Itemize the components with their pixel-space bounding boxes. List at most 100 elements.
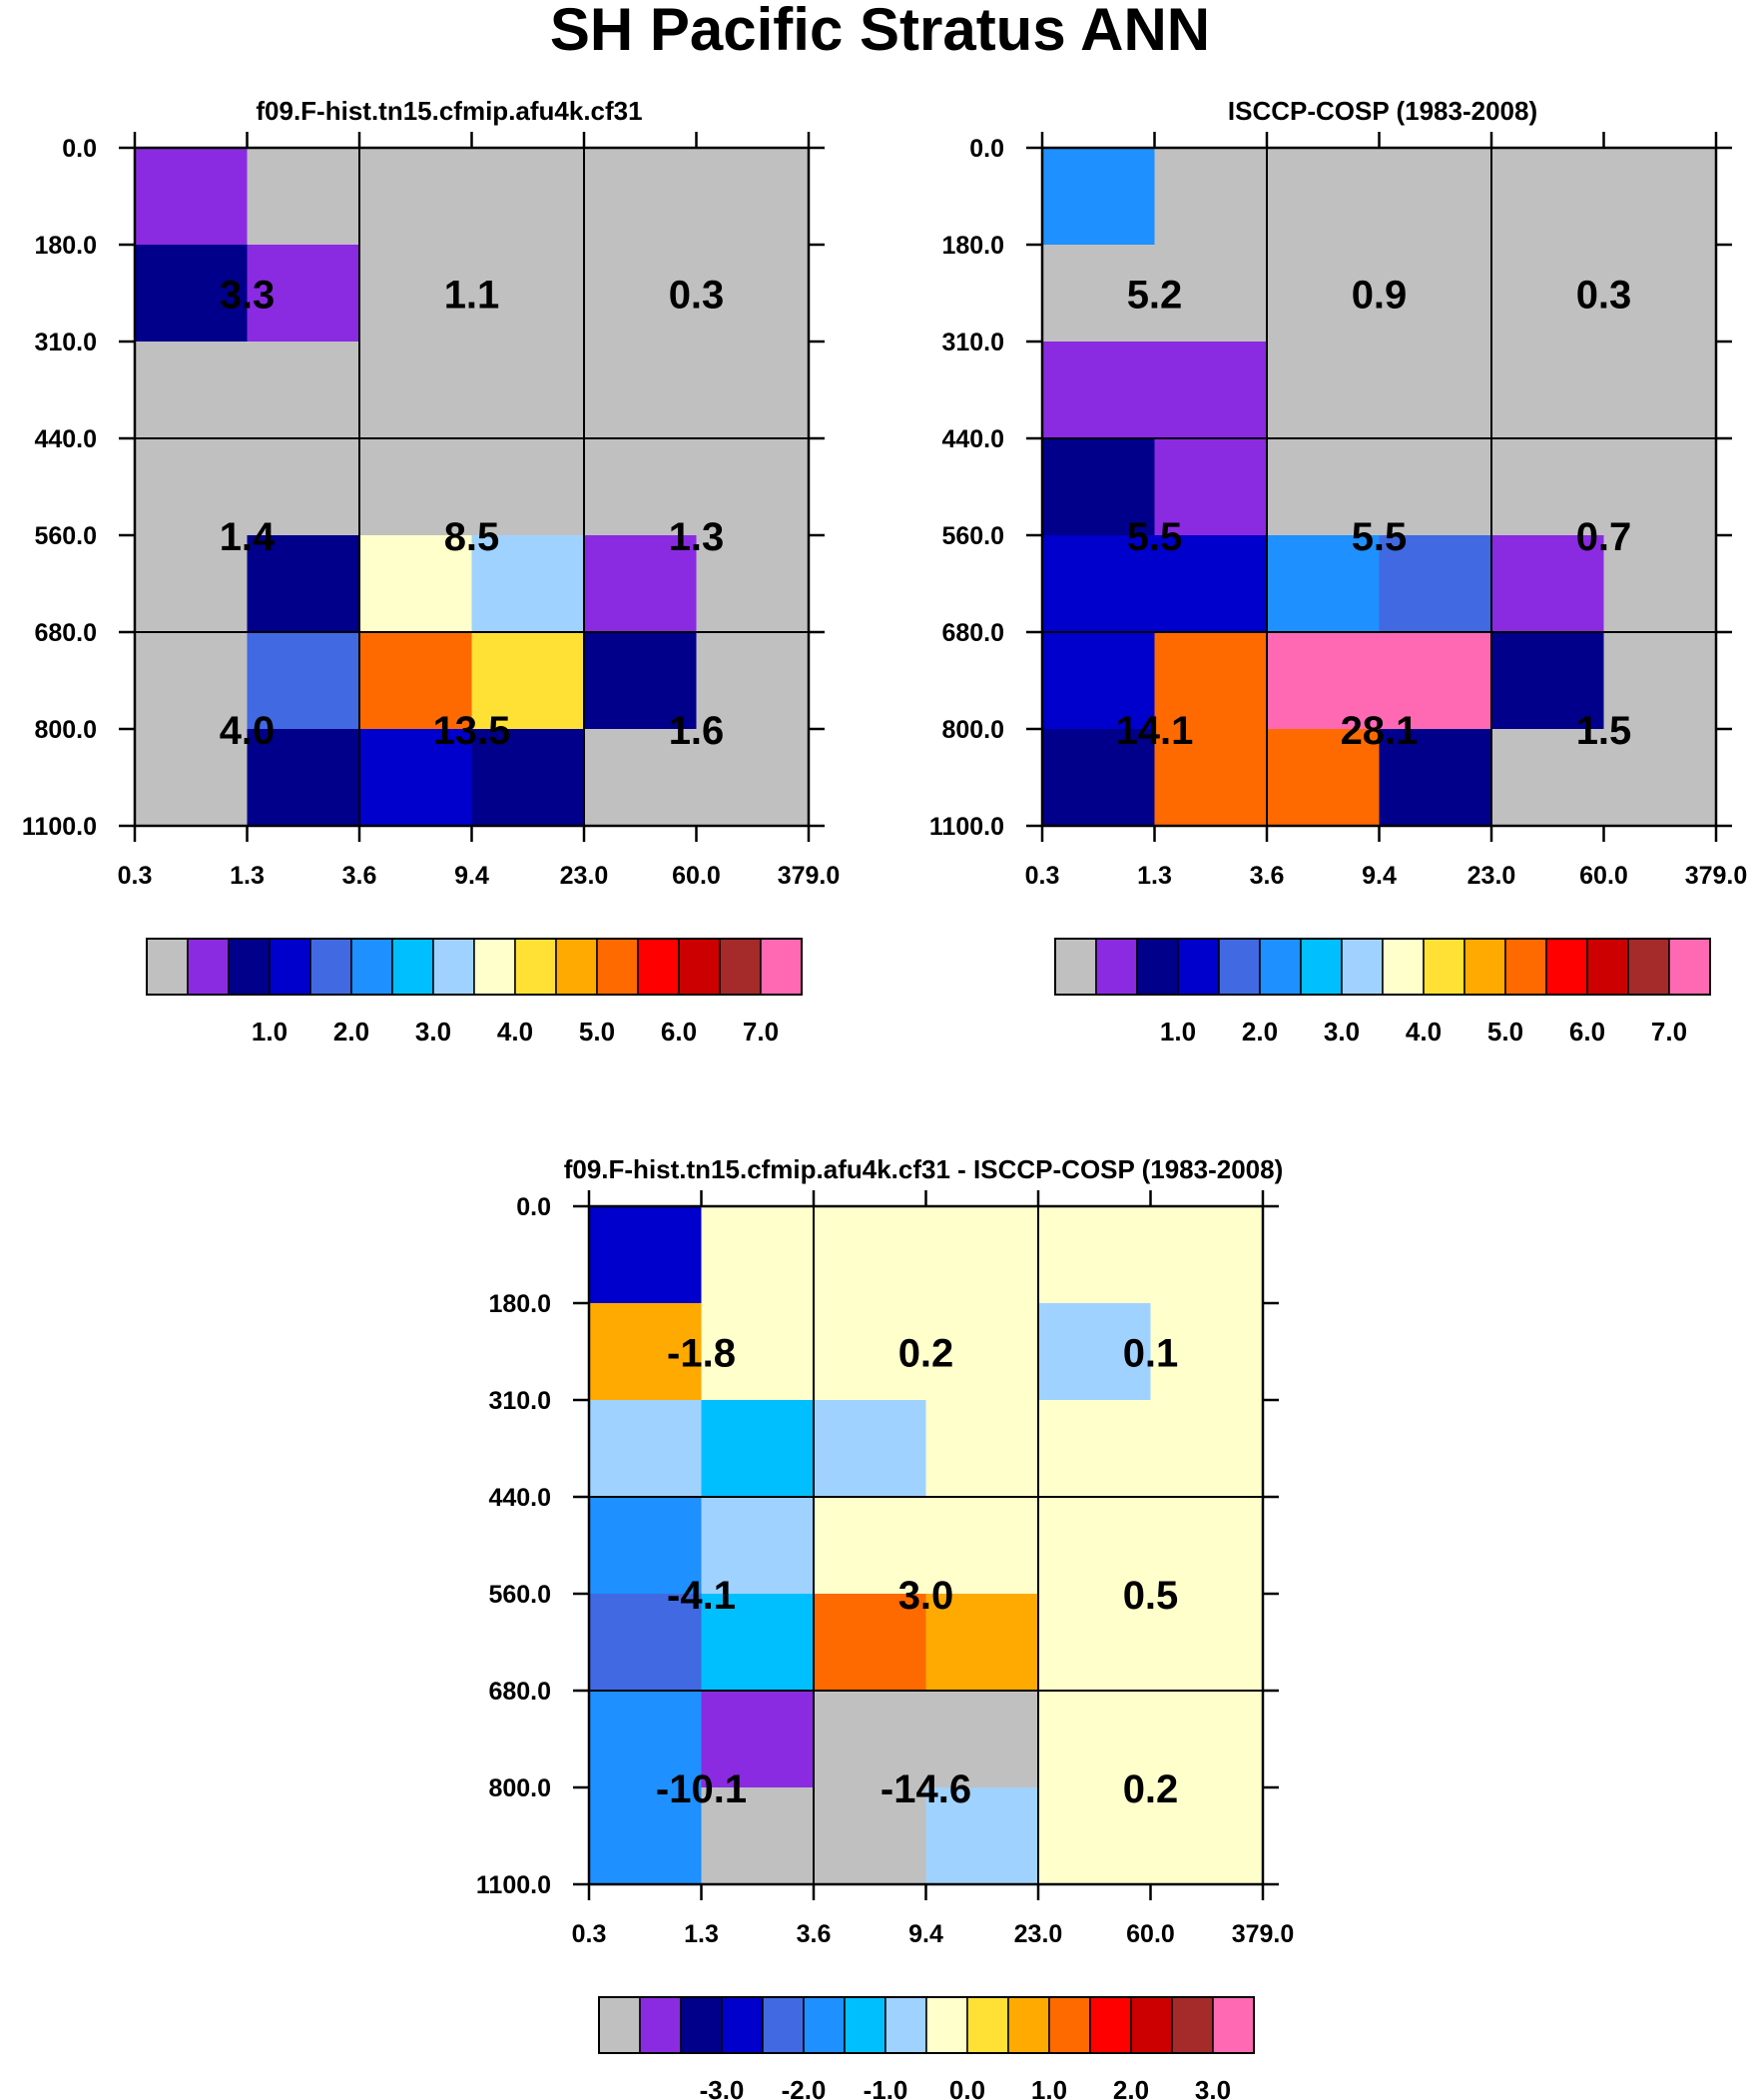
colorbar-swatch	[637, 938, 680, 996]
x-tick-label: 0.3	[572, 1920, 607, 1948]
heatmap-cell	[1042, 535, 1156, 633]
colorbar-swatch	[228, 938, 271, 996]
heatmap-cell	[701, 1303, 815, 1401]
box-value-label: 0.5	[1123, 1574, 1179, 1618]
colorbar-frame	[1054, 938, 1711, 996]
heatmap-cell	[359, 438, 473, 536]
heatmap-cell	[1150, 1594, 1264, 1692]
heatmap-cell	[1603, 342, 1717, 439]
colorbar-swatch	[762, 1996, 805, 2054]
heatmap-cell	[696, 438, 810, 536]
heatmap-cell	[359, 148, 473, 246]
heatmap-cell	[589, 1400, 703, 1498]
x-tick-label: 379.0	[1232, 1920, 1295, 1948]
box-value-label: 0.2	[1123, 1767, 1179, 1811]
colorbar-swatch	[760, 938, 803, 996]
heatmap-cell	[1038, 1206, 1152, 1304]
heatmap-cell	[1038, 1594, 1152, 1692]
heatmap-cell	[696, 148, 810, 246]
y-tick-label: 560.0	[941, 522, 1004, 550]
heatmap-cell	[589, 1787, 703, 1885]
colorbar-swatch	[680, 1996, 723, 2054]
colorbar-label: 6.0	[1569, 1017, 1605, 1047]
heatmap-cell	[701, 1400, 815, 1498]
heatmap-cell	[1038, 1400, 1152, 1498]
box-value-label: -14.6	[880, 1767, 971, 1811]
heatmap-cell	[1603, 729, 1717, 827]
heatmap-cell	[814, 1594, 927, 1692]
colorbar-swatch	[473, 938, 516, 996]
colorbar-label: 5.0	[579, 1017, 615, 1047]
y-tick-label: 180.0	[488, 1290, 551, 1318]
heatmap-cell	[696, 632, 810, 730]
heatmap-cell	[1038, 1303, 1152, 1401]
colorbar-swatch	[146, 938, 189, 996]
heatmap-cell	[471, 632, 585, 730]
heatmap-cell	[584, 245, 698, 343]
heatmap-cell	[925, 1691, 1039, 1788]
heatmap-cell	[1379, 148, 1492, 246]
heatmap-cell	[696, 245, 810, 343]
x-tick-label: 1.3	[684, 1920, 719, 1948]
heatmap-cell	[1491, 438, 1605, 536]
heatmap-cell	[701, 1691, 815, 1788]
heatmap-cell	[471, 438, 585, 536]
box-value-label: -4.1	[667, 1574, 736, 1618]
box-value-label: 1.4	[220, 515, 276, 559]
heatmap-cell	[1150, 1497, 1264, 1595]
heatmap-cell	[1491, 245, 1605, 343]
colorbar-swatch	[514, 938, 557, 996]
box-value-label: 0.1	[1123, 1332, 1179, 1376]
heatmap-cell	[1491, 148, 1605, 246]
heatmap-cell	[1150, 1206, 1264, 1304]
y-tick-label: 680.0	[941, 619, 1004, 647]
colorbar-swatch	[925, 1996, 968, 2054]
colorbar-label: 1.0	[252, 1017, 288, 1047]
box-value-label: 5.5	[1352, 515, 1408, 559]
colorbar-swatch	[1095, 938, 1138, 996]
colorbar-swatch	[1504, 938, 1547, 996]
y-tick-label: 1100.0	[22, 813, 97, 841]
heatmap-cell	[589, 1303, 703, 1401]
heatmap-cell	[584, 148, 698, 246]
x-tick-label: 9.4	[1362, 862, 1397, 890]
heatmap-cell	[584, 729, 698, 827]
colorbar-label: -3.0	[700, 2075, 745, 2100]
y-tick-label: 680.0	[488, 1678, 551, 1706]
heatmap-cell	[589, 1691, 703, 1788]
box-value-label: 1.3	[669, 515, 725, 559]
colorbar-swatch	[1382, 938, 1425, 996]
colorbar-swatch	[1048, 1996, 1091, 2054]
heatmap-cell	[135, 342, 249, 439]
box-value-label: 3.3	[220, 274, 276, 318]
heatmap-cell	[584, 535, 698, 633]
x-tick-label: 9.4	[454, 862, 489, 890]
x-tick-label: 60.0	[672, 862, 721, 890]
colorbar-swatch	[721, 1996, 764, 2054]
box-value-label: 1.6	[669, 709, 725, 753]
box-value-label: 28.1	[1341, 709, 1419, 753]
heatmap-cell	[1379, 729, 1492, 827]
panel-title: ISCCP-COSP (1983-2008)	[1228, 96, 1537, 126]
y-tick-label: 180.0	[34, 232, 97, 260]
heatmap-cell	[1154, 535, 1268, 633]
colorbar-swatch	[598, 1996, 641, 2054]
colorbar-label: 3.0	[1195, 2075, 1231, 2100]
box-value-label: 4.0	[220, 709, 276, 753]
panel-title: f09.F-hist.tn15.cfmip.afu4k.cf31	[256, 96, 642, 126]
x-tick-label: 23.0	[1467, 862, 1516, 890]
heatmap-cell	[135, 245, 249, 343]
heatmap-cell	[1491, 535, 1605, 633]
heatmap-cell	[589, 1497, 703, 1595]
heatmap-cell	[247, 535, 360, 633]
heatmap-cell	[701, 1497, 815, 1595]
colorbar-swatch	[678, 938, 721, 996]
colorbar-swatch	[1171, 1996, 1214, 2054]
box-value-label: 0.3	[1576, 274, 1632, 318]
colorbar-swatch	[1545, 938, 1588, 996]
colorbar-label: 6.0	[661, 1017, 697, 1047]
colorbar-label: -1.0	[864, 2075, 908, 2100]
panel-title: f09.F-hist.tn15.cfmip.afu4k.cf31 - ISCCP…	[564, 1154, 1284, 1184]
heatmap-cell	[1603, 245, 1717, 343]
